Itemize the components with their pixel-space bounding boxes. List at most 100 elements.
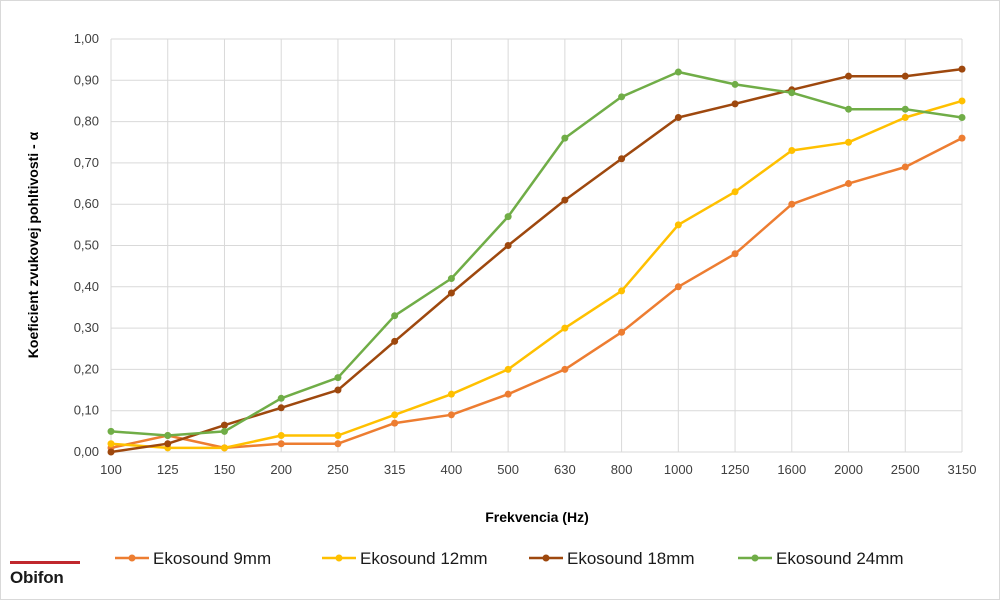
- data-point: [674, 221, 682, 229]
- data-point: [447, 289, 455, 297]
- x-tick-label: 800: [611, 462, 633, 477]
- data-point: [391, 411, 399, 419]
- legend-label: Ekosound 24mm: [776, 549, 904, 568]
- x-tick-label: 1600: [777, 462, 806, 477]
- data-point: [845, 180, 853, 188]
- x-tick-label: 200: [270, 462, 292, 477]
- data-point: [674, 113, 682, 121]
- data-point: [447, 411, 455, 419]
- data-point: [845, 72, 853, 80]
- obifon-logo: Obifon: [10, 561, 84, 588]
- data-point: [788, 200, 796, 208]
- x-tick-label: 150: [214, 462, 236, 477]
- data-point: [391, 312, 399, 320]
- data-point: [958, 65, 966, 73]
- data-point: [561, 196, 569, 204]
- data-point: [731, 80, 739, 88]
- data-point: [334, 440, 342, 448]
- data-point: [901, 72, 909, 80]
- data-point: [277, 404, 285, 412]
- data-point: [447, 390, 455, 398]
- data-point: [277, 431, 285, 439]
- series-line: [110, 70, 963, 437]
- y-tick-label: 0,60: [74, 196, 99, 211]
- data-point: [674, 68, 682, 76]
- logo-bar: [10, 561, 80, 564]
- legend-swatch-marker: [335, 554, 343, 562]
- legend-swatch-marker: [542, 554, 550, 562]
- data-point: [731, 250, 739, 258]
- y-tick-label: 0,30: [74, 320, 99, 335]
- grid: [110, 38, 963, 453]
- x-tick-label: 1000: [664, 462, 693, 477]
- data-point: [334, 374, 342, 382]
- legend-swatch-marker: [751, 554, 759, 562]
- logo-text: Obifon: [10, 568, 64, 587]
- legend-label: Ekosound 18mm: [567, 549, 695, 568]
- data-point: [901, 105, 909, 113]
- legend-swatch-marker: [128, 554, 136, 562]
- data-point: [164, 440, 172, 448]
- x-tick-label: 3150: [948, 462, 977, 477]
- legend-item: Ekosound 18mm: [529, 549, 695, 568]
- series-line: [110, 99, 963, 450]
- data-point: [618, 93, 626, 101]
- x-axis-ticks: 100 125 150 200 250 315 400 500 630 800 1000 1250 16…: [100, 462, 976, 477]
- y-axis-ticks: 0,00 0,10 0,20 0,30 0,40 0,50 0,60 0,70 0,80 0,90…: [74, 31, 99, 459]
- x-tick-label: 250: [327, 462, 349, 477]
- y-tick-label: 0,00: [74, 444, 99, 459]
- y-tick-label: 0,90: [74, 72, 99, 87]
- legend-item: Ekosound 24mm: [738, 549, 904, 568]
- series-4: [107, 68, 966, 439]
- data-point: [107, 440, 115, 448]
- y-tick-label: 0,40: [74, 279, 99, 294]
- data-point: [391, 337, 399, 345]
- x-tick-label: 100: [100, 462, 122, 477]
- y-tick-label: 0,80: [74, 114, 99, 129]
- series-1: [107, 134, 966, 452]
- data-point: [220, 421, 228, 429]
- data-point: [504, 242, 512, 249]
- series-line: [110, 136, 963, 450]
- x-tick-label: 1250: [721, 462, 750, 477]
- data-point: [391, 419, 399, 427]
- data-point: [958, 134, 966, 142]
- data-point: [277, 394, 285, 402]
- x-tick-label: 630: [554, 462, 576, 477]
- data-point: [618, 328, 626, 336]
- series-2: [107, 97, 966, 452]
- data-point: [504, 390, 512, 398]
- data-point: [901, 113, 909, 121]
- y-tick-label: 0,10: [74, 403, 99, 418]
- data-point: [107, 448, 115, 456]
- data-point: [220, 444, 228, 452]
- data-point: [845, 138, 853, 146]
- data-point: [845, 105, 853, 113]
- legend: Ekosound 9mm Ekosound 12mm Ekosound 18mm Ek…: [115, 549, 904, 568]
- data-point: [901, 163, 909, 171]
- legend-label: Ekosound 12mm: [360, 549, 488, 568]
- data-point: [277, 440, 285, 448]
- series-3: [107, 65, 966, 456]
- y-axis-label: Koeficient zvukovej pohltivosti - α: [25, 131, 41, 358]
- data-point: [504, 213, 512, 221]
- x-tick-label: 500: [497, 462, 519, 477]
- x-tick-label: 2500: [891, 462, 920, 477]
- data-point: [958, 97, 966, 105]
- data-point: [674, 283, 682, 291]
- x-axis-label: Frekvencia (Hz): [485, 509, 588, 525]
- x-tick-label: 315: [384, 462, 406, 477]
- data-point: [788, 89, 796, 97]
- x-tick-label: 125: [157, 462, 179, 477]
- data-point: [504, 365, 512, 373]
- x-tick-label: 400: [441, 462, 463, 477]
- series-group: [107, 65, 966, 456]
- data-point: [164, 431, 172, 439]
- data-point: [334, 386, 342, 394]
- data-point: [447, 275, 455, 283]
- legend-label: Ekosound 9mm: [153, 549, 271, 568]
- series-line: [110, 67, 963, 454]
- data-point: [731, 100, 739, 108]
- y-tick-label: 0,50: [74, 238, 99, 253]
